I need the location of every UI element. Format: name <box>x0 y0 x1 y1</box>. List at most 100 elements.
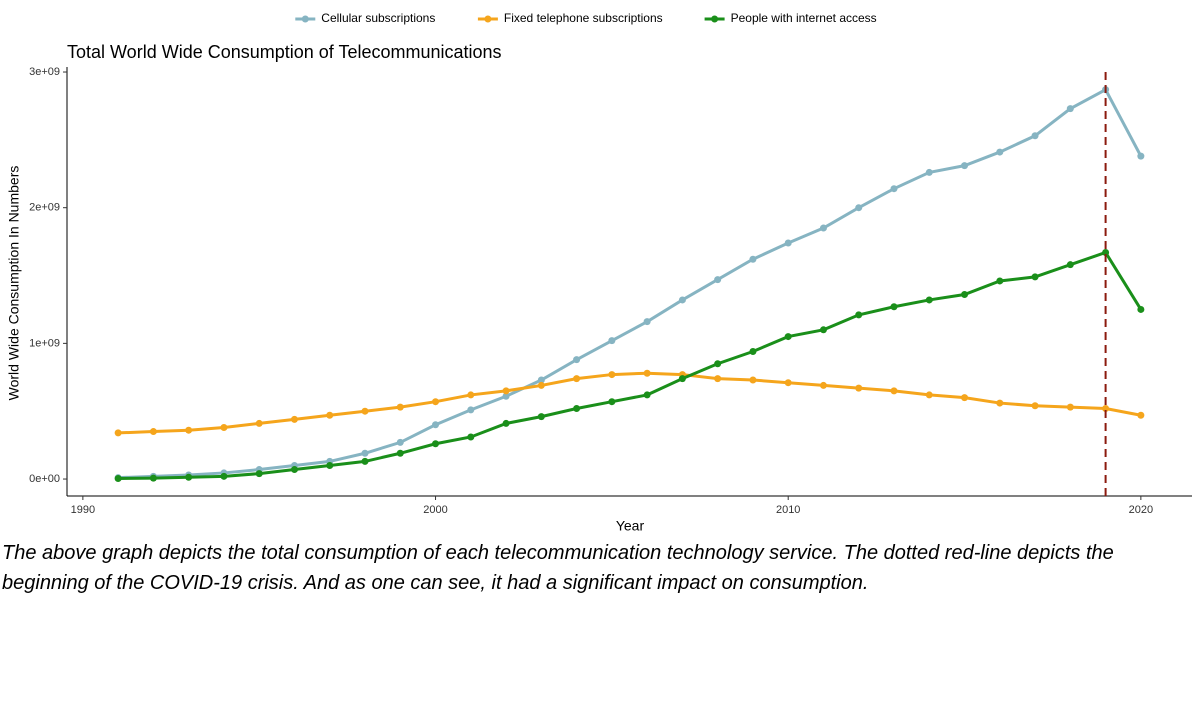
data-point <box>502 419 510 427</box>
data-point <box>643 318 651 326</box>
data-point <box>1031 273 1039 281</box>
legend-marker <box>711 15 719 23</box>
data-point <box>890 185 898 193</box>
x-tick-label: 2000 <box>423 504 447 516</box>
data-point <box>819 381 827 389</box>
data-point <box>996 148 1004 156</box>
data-point <box>890 387 898 395</box>
data-point <box>714 375 722 383</box>
data-point <box>467 391 475 399</box>
data-point <box>961 291 969 299</box>
data-point <box>114 474 122 482</box>
data-point <box>961 394 969 402</box>
data-point <box>784 379 792 387</box>
data-point <box>749 255 757 263</box>
legend-label: People with internet access <box>731 11 877 25</box>
data-point <box>149 428 157 436</box>
data-point <box>1102 404 1110 412</box>
series-line <box>118 250 1143 480</box>
data-point <box>396 438 404 446</box>
data-point <box>396 403 404 411</box>
data-point <box>255 470 263 478</box>
data-point <box>573 404 581 412</box>
data-point <box>961 162 969 170</box>
data-point <box>1066 403 1074 411</box>
data-point <box>608 398 616 406</box>
data-point <box>1066 105 1074 113</box>
data-point <box>290 466 298 474</box>
legend-marker <box>484 15 492 23</box>
data-point <box>1137 152 1145 160</box>
data-point <box>361 457 369 465</box>
data-point <box>1031 132 1039 140</box>
data-point <box>608 371 616 379</box>
data-point <box>678 296 686 304</box>
data-point <box>925 296 933 304</box>
data-point <box>855 384 863 392</box>
data-point <box>1137 305 1145 313</box>
data-point <box>290 415 298 423</box>
data-point <box>996 277 1004 285</box>
data-point <box>714 276 722 284</box>
chart-title: Total World Wide Consumption of Telecomm… <box>67 42 502 62</box>
data-point <box>996 399 1004 407</box>
series-line <box>118 87 1143 480</box>
legend-label: Fixed telephone subscriptions <box>504 11 663 25</box>
data-point <box>114 429 122 437</box>
y-tick-label: 1e+09 <box>29 337 60 349</box>
data-point <box>326 411 334 419</box>
data-point <box>855 311 863 319</box>
data-point <box>502 387 510 395</box>
data-point <box>149 474 157 482</box>
data-point <box>432 398 440 406</box>
data-point <box>467 406 475 414</box>
chart: Total World Wide Consumption of Telecomm… <box>6 11 1192 534</box>
data-point <box>608 337 616 345</box>
data-point <box>890 303 898 311</box>
data-point <box>784 333 792 341</box>
data-point <box>749 376 757 384</box>
data-point <box>714 360 722 368</box>
data-point <box>643 369 651 377</box>
y-tick-label: 0e+00 <box>29 473 60 485</box>
data-point <box>432 421 440 429</box>
data-point <box>819 326 827 334</box>
data-point <box>573 375 581 383</box>
legend-label: Cellular subscriptions <box>321 11 435 25</box>
data-point <box>502 392 510 400</box>
data-point <box>925 391 933 399</box>
data-point <box>185 426 193 434</box>
data-point <box>855 204 863 212</box>
data-point <box>784 239 792 247</box>
data-point <box>326 461 334 469</box>
data-point <box>1066 261 1074 269</box>
data-point <box>925 168 933 176</box>
legend-marker <box>301 15 309 23</box>
x-tick-label: 2010 <box>776 504 800 516</box>
data-point <box>749 348 757 356</box>
data-point <box>819 224 827 232</box>
series-line <box>118 371 1142 435</box>
data-point <box>573 356 581 364</box>
data-point <box>1031 402 1039 410</box>
x-tick-label: 1990 <box>71 504 95 516</box>
data-point <box>185 473 193 481</box>
data-point <box>467 433 475 441</box>
data-point <box>396 449 404 457</box>
y-tick-label: 3e+09 <box>29 66 60 78</box>
data-point <box>537 413 545 421</box>
data-point <box>537 376 545 384</box>
data-point <box>255 419 263 427</box>
data-point <box>220 423 228 431</box>
data-point <box>678 375 686 383</box>
data-point <box>361 407 369 415</box>
y-tick-label: 2e+09 <box>29 202 60 214</box>
y-axis-title: World Wide Consumption In Numbers <box>6 166 22 401</box>
x-tick-label: 2020 <box>1129 504 1153 516</box>
data-point <box>361 449 369 457</box>
data-point <box>643 391 651 399</box>
x-axis-title: Year <box>616 518 645 534</box>
caption: The above graph depicts the total consum… <box>2 542 1114 594</box>
data-point <box>1102 248 1110 256</box>
